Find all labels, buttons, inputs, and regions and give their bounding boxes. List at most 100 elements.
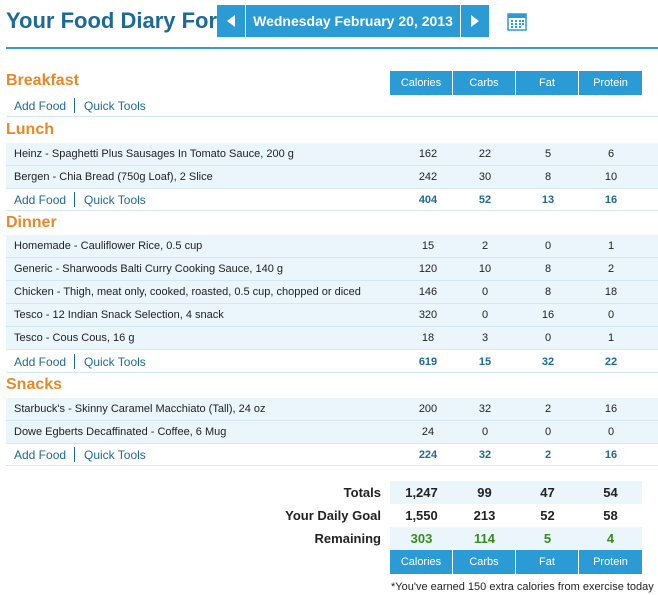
column-fat: Fat bbox=[516, 550, 579, 574]
food-fat: 16 bbox=[541, 309, 555, 321]
calendar-icon[interactable] bbox=[507, 11, 527, 31]
food-row[interactable]: Chicken - Thigh, meat only, cooked, roas… bbox=[6, 281, 658, 304]
lunch-add-food-link[interactable]: Add Food bbox=[14, 193, 67, 207]
column-fat: Fat bbox=[516, 71, 579, 95]
food-name: Tesco - 12 Indian Snack Selection, 4 sna… bbox=[14, 309, 224, 321]
food-protein: 18 bbox=[604, 286, 618, 298]
link-separator bbox=[74, 192, 75, 207]
food-carbs: 10 bbox=[478, 263, 492, 275]
link-separator bbox=[74, 447, 75, 462]
remaining-carbs: 114 bbox=[474, 531, 495, 546]
link-separator bbox=[74, 98, 75, 113]
food-carbs: 0 bbox=[481, 286, 489, 298]
dinner-actions: Add Food Quick Tools 619 15 32 22 bbox=[6, 351, 658, 373]
food-carbs: 2 bbox=[481, 240, 489, 252]
snacks-quick-tools-link[interactable]: Quick Tools bbox=[84, 448, 146, 462]
food-protein: 1 bbox=[607, 332, 615, 344]
food-protein: 6 bbox=[607, 148, 615, 160]
food-row[interactable]: Tesco - 12 Indian Snack Selection, 4 sna… bbox=[6, 304, 658, 327]
column-carbs: Carbs bbox=[453, 550, 516, 574]
food-carbs: 32 bbox=[478, 403, 492, 415]
food-row[interactable]: Starbuck's - Skinny Caramel Macchiato (T… bbox=[6, 398, 658, 421]
food-calories: 146 bbox=[418, 286, 438, 298]
link-separator bbox=[74, 354, 75, 369]
diary-header: Your Food Diary For: Wednesday February … bbox=[0, 0, 658, 50]
food-protein: 1 bbox=[607, 240, 615, 252]
totals-calories: 1,247 bbox=[405, 485, 438, 500]
lunch-heading: Lunch bbox=[6, 121, 54, 138]
totals-fat: 47 bbox=[540, 485, 555, 500]
header-divider bbox=[6, 47, 658, 49]
breakfast-heading: Breakfast bbox=[6, 72, 79, 89]
food-calories: 120 bbox=[418, 263, 438, 275]
column-headers-bottom: Calories Carbs Fat Protein bbox=[390, 550, 642, 574]
food-fat: 0 bbox=[544, 332, 552, 344]
remaining-protein: 4 bbox=[606, 531, 615, 546]
snacks-add-food-link[interactable]: Add Food bbox=[14, 448, 67, 462]
food-name: Tesco - Cous Cous, 16 g bbox=[14, 332, 135, 344]
food-fat: 8 bbox=[544, 263, 552, 275]
breakfast-add-food-link[interactable]: Add Food bbox=[14, 99, 67, 113]
food-protein: 10 bbox=[604, 171, 618, 183]
next-day-button[interactable] bbox=[461, 5, 489, 37]
dinner-total-fat: 32 bbox=[541, 356, 555, 368]
prev-day-button[interactable] bbox=[217, 5, 245, 37]
page-title: Your Food Diary For: bbox=[6, 8, 225, 33]
remaining-row-bg bbox=[390, 527, 642, 550]
food-protein: 2 bbox=[607, 263, 615, 275]
food-name: Dowe Egberts Decaffinated - Coffee, 6 Mu… bbox=[14, 426, 227, 438]
food-carbs: 30 bbox=[478, 171, 492, 183]
snacks-total-carbs: 32 bbox=[478, 449, 492, 461]
food-calories: 162 bbox=[418, 148, 438, 160]
current-date: Wednesday February 20, 2013 bbox=[245, 5, 461, 37]
food-row[interactable]: Heinz - Spaghetti Plus Sausages In Tomat… bbox=[6, 143, 658, 166]
lunch-quick-tools-link[interactable]: Quick Tools bbox=[84, 193, 146, 207]
food-row[interactable]: Dowe Egberts Decaffinated - Coffee, 6 Mu… bbox=[6, 421, 658, 444]
totals-row-bg bbox=[390, 481, 642, 504]
food-fat: 8 bbox=[544, 286, 552, 298]
lunch-total-calories: 404 bbox=[418, 194, 438, 206]
food-carbs: 3 bbox=[481, 332, 489, 344]
breakfast-quick-tools-link[interactable]: Quick Tools bbox=[84, 99, 146, 113]
food-row[interactable]: Tesco - Cous Cous, 16 g 18 3 0 1 bbox=[6, 327, 658, 350]
food-fat: 5 bbox=[544, 148, 552, 160]
dinner-total-calories: 619 bbox=[418, 356, 438, 368]
lunch-actions: Add Food Quick Tools 404 52 13 16 bbox=[6, 189, 658, 211]
remaining-calories: 303 bbox=[410, 531, 433, 546]
goal-label: Your Daily Goal bbox=[285, 508, 381, 523]
exercise-footnote: *You've earned 150 extra calories from e… bbox=[391, 581, 654, 593]
dinner-heading: Dinner bbox=[6, 214, 57, 231]
remaining-label: Remaining bbox=[314, 531, 381, 546]
food-calories: 242 bbox=[418, 171, 438, 183]
food-fat: 8 bbox=[544, 171, 552, 183]
dinner-quick-tools-link[interactable]: Quick Tools bbox=[84, 355, 146, 369]
breakfast-actions: Add Food Quick Tools bbox=[6, 95, 658, 117]
food-row[interactable]: Bergen - Chia Bread (750g Loaf), 2 Slice… bbox=[6, 166, 658, 189]
column-calories: Calories bbox=[390, 550, 453, 574]
snacks-total-protein: 16 bbox=[604, 449, 618, 461]
arrow-right-icon bbox=[471, 15, 479, 27]
date-navigator: Wednesday February 20, 2013 bbox=[217, 5, 489, 37]
food-name: Bergen - Chia Bread (750g Loaf), 2 Slice bbox=[14, 171, 213, 183]
lunch-total-fat: 13 bbox=[541, 194, 555, 206]
dinner-add-food-link[interactable]: Add Food bbox=[14, 355, 67, 369]
food-calories: 320 bbox=[418, 309, 438, 321]
column-protein: Protein bbox=[579, 550, 642, 574]
food-name: Homemade - Cauliflower Rice, 0.5 cup bbox=[14, 240, 203, 252]
food-protein: 0 bbox=[607, 426, 615, 438]
food-name: Starbuck's - Skinny Caramel Macchiato (T… bbox=[14, 403, 266, 415]
food-calories: 24 bbox=[421, 426, 435, 438]
column-calories: Calories bbox=[390, 71, 453, 95]
goal-fat: 52 bbox=[540, 508, 555, 523]
food-fat: 0 bbox=[544, 240, 552, 252]
food-row[interactable]: Homemade - Cauliflower Rice, 0.5 cup 15 … bbox=[6, 235, 658, 258]
food-row[interactable]: Generic - Sharwoods Balti Curry Cooking … bbox=[6, 258, 658, 281]
dinner-total-protein: 22 bbox=[604, 356, 618, 368]
food-protein: 16 bbox=[604, 403, 618, 415]
food-calories: 15 bbox=[421, 240, 435, 252]
goal-row-bg bbox=[390, 504, 642, 527]
snacks-actions: Add Food Quick Tools 224 32 2 16 bbox=[6, 444, 658, 466]
food-carbs: 0 bbox=[481, 426, 489, 438]
remaining-fat: 5 bbox=[543, 531, 552, 546]
food-calories: 18 bbox=[421, 332, 435, 344]
